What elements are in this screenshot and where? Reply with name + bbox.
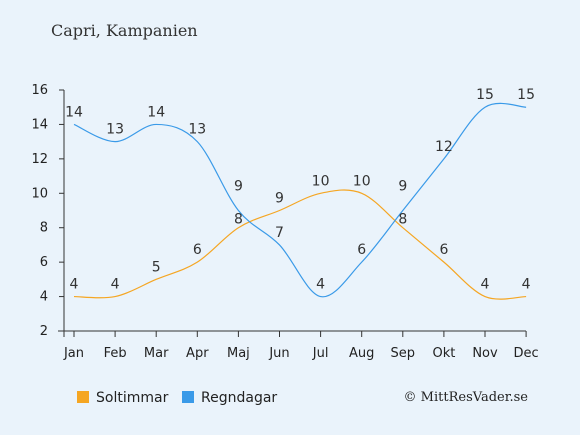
y-tick-label: 2 bbox=[40, 324, 48, 339]
data-label-regndagar: 13 bbox=[106, 122, 124, 138]
legend-item-soltimmar: Soltimmar bbox=[77, 390, 168, 406]
data-label-soltimmar: 10 bbox=[312, 173, 330, 189]
legend-item-regndagar: Regndagar bbox=[182, 390, 277, 406]
data-label-regndagar: 15 bbox=[476, 87, 494, 103]
data-label-soltimmar: 4 bbox=[481, 277, 490, 293]
y-tick-label: 4 bbox=[40, 290, 48, 305]
y-tick-label: 14 bbox=[31, 117, 48, 132]
legend-label-regndagar: Regndagar bbox=[201, 390, 278, 406]
x-tick-label: Mar bbox=[144, 346, 169, 361]
data-label-soltimmar: 8 bbox=[234, 212, 243, 228]
x-tick-label: Okt bbox=[432, 346, 455, 361]
copyright-text: © MittResVader.se bbox=[403, 390, 528, 405]
data-label-soltimmar: 10 bbox=[353, 173, 371, 189]
y-tick-label: 8 bbox=[40, 221, 48, 236]
legend-label-soltimmar: Soltimmar bbox=[96, 390, 169, 406]
data-label-regndagar: 9 bbox=[398, 179, 407, 195]
y-tick-label: 16 bbox=[31, 83, 48, 98]
legend-swatch-regndagar bbox=[182, 391, 194, 403]
data-label-soltimmar: 4 bbox=[70, 277, 79, 293]
y-tick-label: 12 bbox=[31, 152, 48, 167]
y-tick-label: 10 bbox=[31, 186, 48, 201]
series-line-soltimmar bbox=[73, 189, 527, 300]
data-label-regndagar: 13 bbox=[188, 122, 206, 138]
data-label-regndagar: 12 bbox=[435, 139, 453, 155]
series-line-regndagar bbox=[73, 102, 527, 298]
data-label-regndagar: 6 bbox=[357, 242, 366, 258]
x-tick-label: Nov bbox=[472, 346, 498, 361]
data-label-soltimmar: 4 bbox=[111, 277, 120, 293]
data-label-regndagar: 15 bbox=[517, 87, 535, 103]
x-tick-label: Apr bbox=[186, 346, 209, 361]
data-labels: 4 4 5 6 8 9 10 10 8 6 4 4 14 13 14 13 9 7 4 6 9 12 15 15 bbox=[65, 87, 535, 292]
data-label-regndagar: 4 bbox=[316, 277, 325, 293]
x-tick-label: Feb bbox=[104, 346, 127, 361]
series-lines bbox=[73, 102, 527, 300]
data-label-regndagar: 14 bbox=[65, 104, 83, 120]
x-tick-label: Jan bbox=[63, 346, 84, 361]
data-label-soltimmar: 6 bbox=[193, 242, 202, 258]
legend-swatch-soltimmar bbox=[77, 391, 89, 403]
data-label-soltimmar: 8 bbox=[398, 212, 407, 228]
x-tick-label: Aug bbox=[349, 346, 374, 361]
data-label-soltimmar: 9 bbox=[275, 191, 284, 207]
data-label-soltimmar: 6 bbox=[439, 242, 448, 258]
data-label-regndagar: 14 bbox=[147, 104, 165, 120]
x-tick-label: Jul bbox=[312, 346, 329, 361]
x-tick-label: Dec bbox=[514, 346, 539, 361]
x-tick-label: Sep bbox=[391, 346, 416, 361]
data-label-soltimmar: 4 bbox=[522, 277, 531, 293]
data-label-regndagar: 9 bbox=[234, 179, 243, 195]
data-label-regndagar: 7 bbox=[275, 225, 284, 241]
x-tick-label: Maj bbox=[227, 346, 250, 361]
y-tick-label: 6 bbox=[40, 255, 48, 270]
axes: 2 4 6 8 10 12 14 16 Jan Feb Mar Apr Maj Jun Jul Aug Sep O… bbox=[31, 83, 538, 361]
chart-title: Capri, Kampanien bbox=[51, 21, 198, 40]
x-tick-label: Jun bbox=[268, 346, 289, 361]
data-label-soltimmar: 5 bbox=[152, 259, 161, 275]
